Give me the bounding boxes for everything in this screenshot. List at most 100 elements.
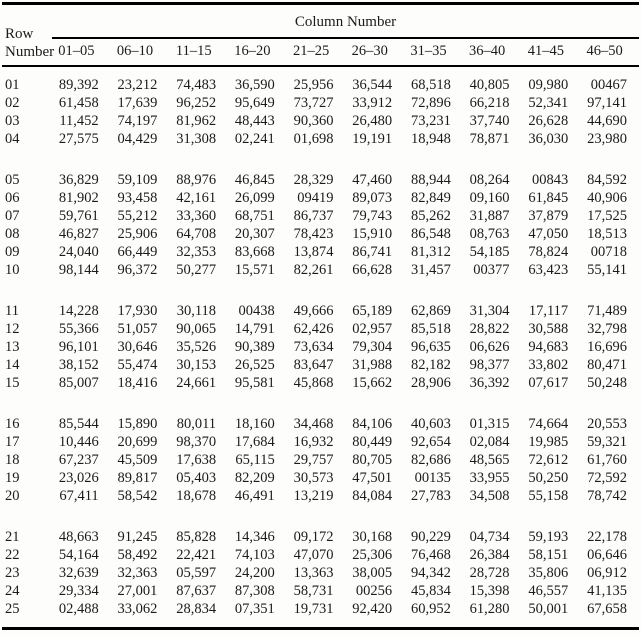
table-row: 02 61,458 17,639 96,252 95,649 73,727 33,912 72…	[2, 94, 639, 112]
value-cell: 36,392	[469, 375, 510, 391]
value-cell: 26,384	[469, 547, 510, 563]
value-cell: 37,740	[469, 113, 510, 129]
value-cell: 63,423	[528, 262, 569, 278]
value-cell: 86,741	[352, 244, 393, 260]
row-number-cell: 17	[5, 434, 20, 450]
table-row: 09 24,040 66,449 32,353 83,668 13,874 86,741 81…	[2, 243, 639, 261]
table-row: 01 89,392 23,212 74,483 36,590 25,956 36,544 68…	[2, 66, 639, 94]
value-cell: 33,062	[117, 601, 158, 617]
value-cell: 81,962	[176, 113, 217, 129]
value-cell: 32,353	[176, 244, 217, 260]
value-cell: 17,684	[234, 434, 275, 450]
value-cell: 18,948	[410, 131, 451, 147]
value-cell: 72,592	[587, 470, 627, 486]
value-cell: 98,377	[469, 357, 510, 373]
table-row: 06 81,902 93,458 42,161 26,099 09419 89,073 82,…	[2, 189, 639, 207]
value-cell: 82,849	[410, 190, 451, 206]
value-cell: 14,791	[234, 321, 275, 337]
value-cell: 61,280	[469, 601, 510, 617]
column-header: 46–50	[580, 38, 639, 67]
value-cell: 96,372	[117, 262, 158, 278]
column-group-label: Column Number	[52, 3, 639, 39]
value-cell: 42,161	[176, 190, 217, 206]
value-cell: 84,592	[587, 172, 627, 188]
value-cell: 92,654	[410, 434, 451, 450]
value-cell: 80,449	[352, 434, 393, 450]
value-cell: 58,731	[293, 583, 334, 599]
row-number-cell: 15	[5, 375, 20, 391]
value-cell: 55,474	[117, 357, 158, 373]
value-cell: 55,366	[58, 321, 99, 337]
value-cell: 48,443	[234, 113, 275, 129]
value-cell: 85,518	[410, 321, 451, 337]
value-cell: 61,845	[528, 190, 569, 206]
row-header-line1: Row	[5, 26, 34, 42]
column-header: 16–20	[228, 38, 287, 67]
value-cell: 24,200	[234, 565, 275, 581]
value-cell: 27,575	[58, 131, 99, 147]
value-cell: 76,468	[410, 547, 451, 563]
column-header: 21–25	[286, 38, 346, 67]
value-cell: 25,906	[117, 226, 158, 242]
value-cell: 36,590	[234, 77, 275, 93]
value-cell: 09,980	[528, 77, 569, 93]
row-number-cell: 23	[5, 565, 20, 581]
value-cell: 13,874	[293, 244, 334, 260]
value-cell: 36,030	[528, 131, 569, 147]
table-row: 10 98,144 96,372 50,277 15,571 82,261 66,628 31…	[2, 261, 639, 279]
row-number-cell: 19	[5, 470, 20, 486]
row-header-line2: Number	[5, 44, 55, 60]
value-cell: 18,513	[587, 226, 627, 242]
group-spacer-row	[2, 392, 639, 415]
value-cell: 45,868	[293, 375, 334, 391]
value-cell: 16,696	[587, 339, 627, 355]
value-cell: 04,429	[117, 131, 158, 147]
value-cell: 88,976	[176, 172, 217, 188]
value-cell: 17,639	[117, 95, 158, 111]
table-row: 24 29,334 27,001 87,637 87,308 58,731 00256 45,…	[2, 582, 639, 600]
value-cell: 66,218	[469, 95, 510, 111]
value-cell: 58,492	[117, 547, 158, 563]
table-row: 21 48,663 91,245 85,828 14,346 09,172 30,168 90…	[2, 528, 639, 546]
value-cell: 00377	[473, 262, 510, 278]
value-cell: 54,164	[58, 547, 99, 563]
column-header: 31–35	[404, 38, 463, 67]
column-header: 06–10	[110, 38, 170, 67]
value-cell: 85,262	[410, 208, 451, 224]
value-cell: 20,307	[234, 226, 275, 242]
value-cell: 83,647	[293, 357, 334, 373]
row-number-cell: 25	[5, 601, 20, 617]
value-cell: 31,988	[352, 357, 393, 373]
value-cell: 08,264	[469, 172, 510, 188]
value-cell: 30,118	[176, 303, 217, 319]
table-row: 12 55,366 51,057 90,065 14,791 62,426 02,957 85…	[2, 320, 639, 338]
row-number-cell: 24	[5, 583, 20, 599]
row-number-cell: 16	[5, 416, 20, 432]
value-cell: 24,040	[58, 244, 99, 260]
value-cell: 24,661	[176, 375, 217, 391]
value-cell: 59,193	[528, 529, 569, 545]
value-cell: 44,690	[587, 113, 627, 129]
value-cell: 19,191	[352, 131, 393, 147]
row-number-cell: 06	[5, 190, 20, 206]
value-cell: 86,548	[410, 226, 451, 242]
value-cell: 00843	[531, 172, 569, 188]
value-cell: 18,416	[117, 375, 158, 391]
column-headers-row: 01–05 06–10 11–15 16–20 21–25 26–30 31–35 36–40…	[2, 38, 639, 67]
table-row: 19 23,026 89,817 05,403 82,209 30,573 47,501 00…	[2, 469, 639, 487]
value-cell: 95,649	[234, 95, 275, 111]
value-cell: 27,001	[117, 583, 158, 599]
table-row: 17 10,446 20,699 98,370 17,684 16,932 80,449 92…	[2, 433, 639, 451]
value-cell: 80,471	[587, 357, 627, 373]
value-cell: 29,334	[58, 583, 99, 599]
value-cell: 04,734	[469, 529, 510, 545]
value-cell: 67,411	[59, 488, 99, 504]
value-cell: 17,638	[176, 452, 217, 468]
value-cell: 47,070	[293, 547, 334, 563]
row-number-cell: 22	[5, 547, 20, 563]
value-cell: 30,153	[176, 357, 217, 373]
value-cell: 47,050	[528, 226, 569, 242]
value-cell: 02,488	[58, 601, 99, 617]
value-cell: 46,491	[234, 488, 275, 504]
